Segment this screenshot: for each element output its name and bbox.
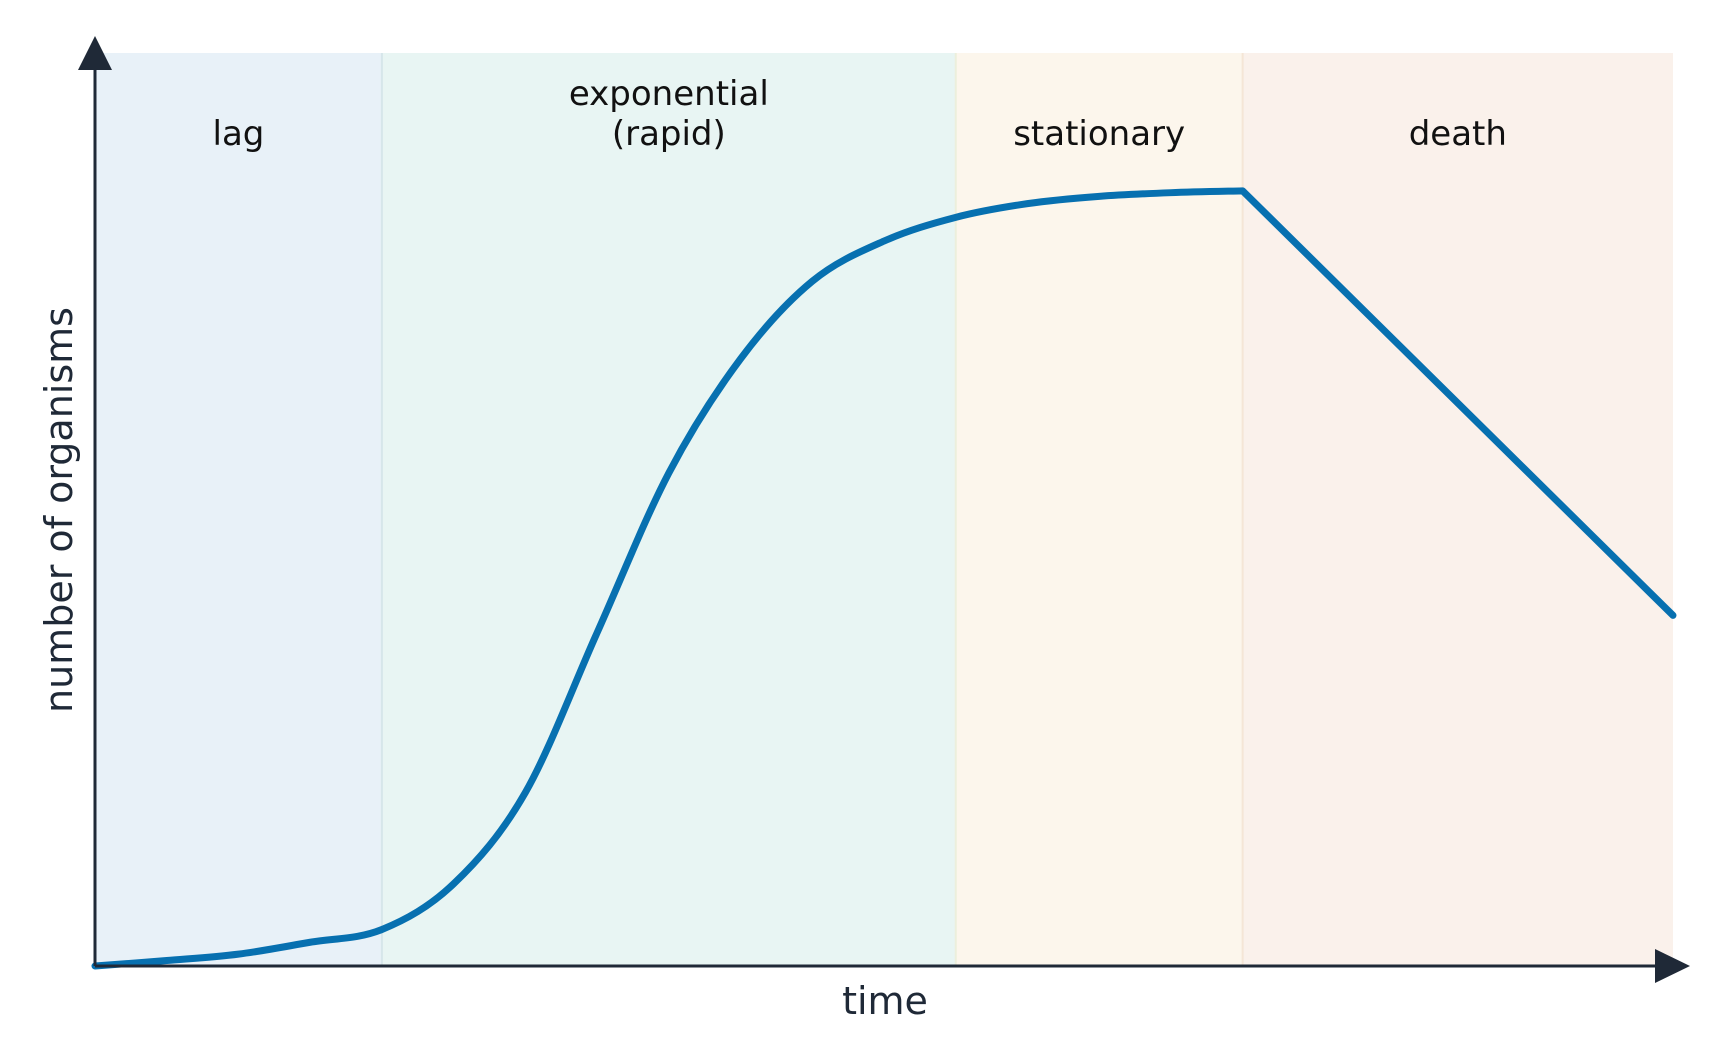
x-axis-arrow-icon xyxy=(1655,949,1690,983)
y-axis-arrow-icon xyxy=(78,36,112,70)
growth-curve-line xyxy=(91,187,1677,970)
phase-label-exponential-line-1: exponential xyxy=(569,74,769,114)
phase-band-lag xyxy=(95,53,382,966)
phase-band-death xyxy=(1242,53,1673,966)
phase-label-stationary: stationary xyxy=(1013,114,1185,154)
series-layer xyxy=(91,187,1677,970)
phase-bands xyxy=(95,53,1673,966)
x-axis-label: time xyxy=(842,979,928,1023)
y-axis-label: number of organisms xyxy=(37,307,81,713)
phase-dividers xyxy=(380,53,1244,966)
phase-label-exponential-line-2: (rapid) xyxy=(612,114,726,154)
phase-label-lag: lag xyxy=(213,114,265,154)
axes xyxy=(78,36,1690,983)
phase-label-death: death xyxy=(1409,114,1507,154)
phase-labels: lag exponential(rapid) stationary death xyxy=(213,74,1507,154)
phase-band-exponential xyxy=(381,53,956,966)
